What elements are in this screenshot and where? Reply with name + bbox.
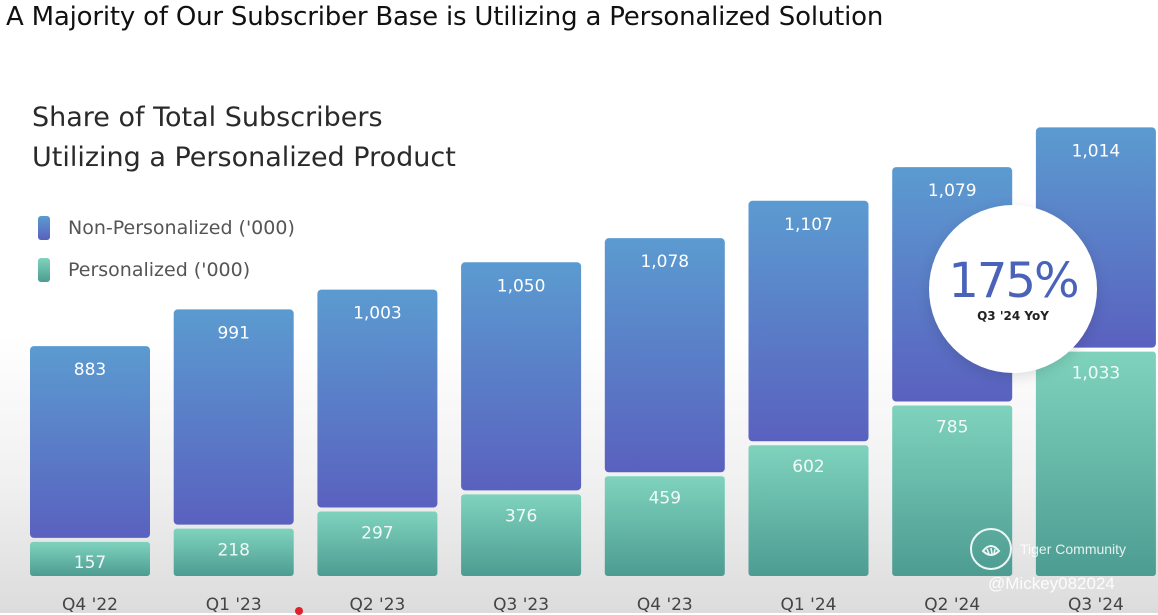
tiger-logo-icon xyxy=(970,528,1012,570)
bar-personalized xyxy=(604,476,725,576)
legend-item-personalized: Personalized ('000) xyxy=(38,249,295,291)
legend-label-non-personalized: Non-Personalized ('000) xyxy=(68,217,295,239)
data-label-personalized: 157 xyxy=(74,553,106,573)
data-label-personalized: 459 xyxy=(649,488,681,508)
bar-non-personalized xyxy=(604,238,725,473)
x-tick-label: Q3 '23 xyxy=(493,595,549,613)
data-label-non-personalized: 1,079 xyxy=(928,181,977,201)
bar-personalized xyxy=(173,528,294,576)
watermark-user: @Mickey082024 xyxy=(988,574,1115,593)
bar-personalized xyxy=(748,445,869,576)
data-label-personalized: 785 xyxy=(936,417,968,437)
x-tick-label: Q4 '23 xyxy=(637,595,693,613)
data-label-personalized: 218 xyxy=(217,541,249,561)
watermark-brand: Tiger Community xyxy=(1020,541,1127,557)
yoy-growth-badge: 175% Q3 '24 YoY xyxy=(929,205,1097,373)
data-label-non-personalized: 1,107 xyxy=(784,215,833,235)
data-label-non-personalized: 1,050 xyxy=(497,276,546,296)
bar-non-personalized xyxy=(317,289,438,508)
x-tick-label: Q1 '24 xyxy=(781,595,837,613)
bar-non-personalized xyxy=(173,309,294,525)
legend-swatch-non-personalized xyxy=(38,216,50,240)
chart-title-line-1: Share of Total Subscribers xyxy=(32,102,383,133)
x-tick-label: Q2 '24 xyxy=(924,595,980,613)
bar-non-personalized xyxy=(30,346,150,538)
chart-legend: Non-Personalized ('000) Personalized ('0… xyxy=(38,207,295,291)
data-label-personalized: 376 xyxy=(505,506,537,526)
data-label-non-personalized: 1,003 xyxy=(353,304,402,324)
legend-swatch-personalized xyxy=(38,258,50,282)
chart-title: Share of Total Subscribers Utilizing a P… xyxy=(32,98,456,178)
data-label-non-personalized: 991 xyxy=(217,323,249,343)
watermark: Tiger Community xyxy=(970,528,1126,570)
bar-non-personalized xyxy=(461,262,582,491)
data-label-personalized: 602 xyxy=(792,457,824,477)
data-label-personalized: 1,033 xyxy=(1072,364,1121,384)
data-label-non-personalized: 883 xyxy=(74,360,106,380)
bar-personalized xyxy=(1035,351,1156,576)
x-tick-label: Q3 '24 xyxy=(1068,595,1124,613)
chart-title-line-2: Utilizing a Personalized Product xyxy=(32,142,456,173)
x-tick-label: Q1 '23 xyxy=(206,595,262,613)
bar-non-personalized xyxy=(748,200,869,442)
bar-personalized xyxy=(461,494,582,576)
badge-value: 175% xyxy=(948,253,1079,309)
legend-label-personalized: Personalized ('000) xyxy=(68,259,251,281)
data-label-non-personalized: 1,078 xyxy=(640,252,689,272)
badge-label: Q3 '24 YoY xyxy=(977,309,1049,323)
bar-personalized xyxy=(30,541,150,576)
slide-headline: A Majority of Our Subscriber Base is Uti… xyxy=(6,2,884,32)
data-label-personalized: 297 xyxy=(361,523,393,543)
x-tick-label: Q2 '23 xyxy=(349,595,405,613)
x-tick-label: Q4 '22 xyxy=(62,595,118,613)
bar-personalized xyxy=(317,511,438,576)
cursor-dot xyxy=(295,607,303,615)
legend-item-non-personalized: Non-Personalized ('000) xyxy=(38,207,295,249)
data-label-non-personalized: 1,014 xyxy=(1072,141,1121,161)
